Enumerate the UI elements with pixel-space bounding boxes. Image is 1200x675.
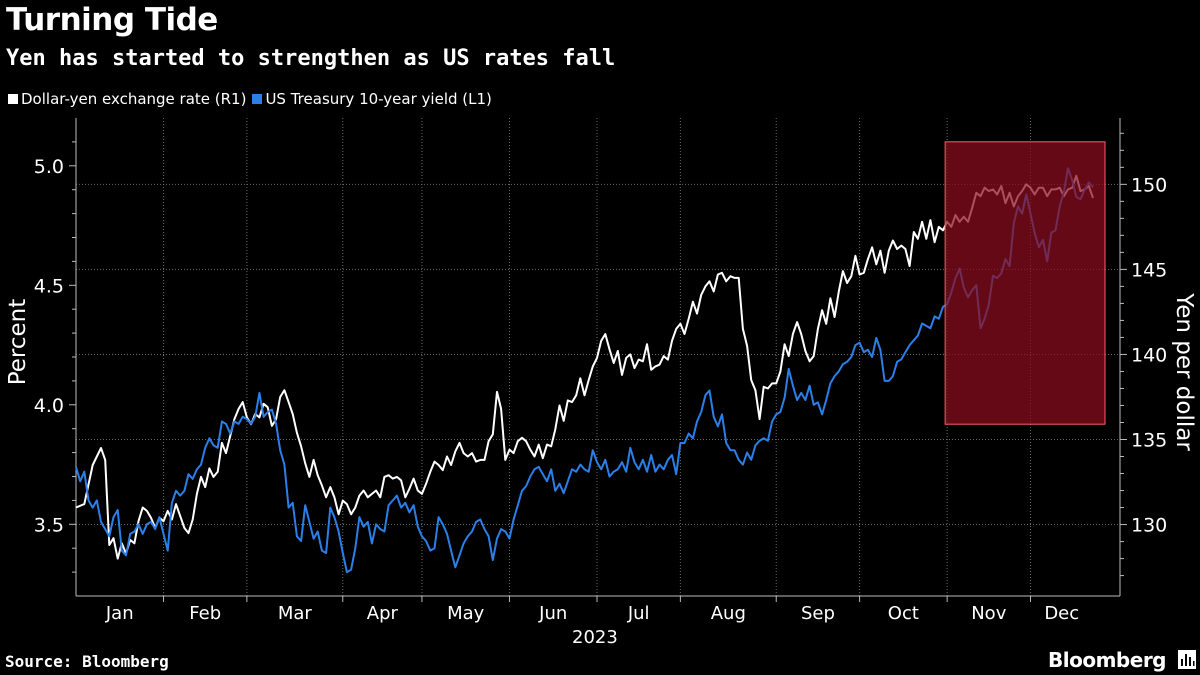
right-axis-tick-label: 140 (1131, 344, 1167, 366)
left-axis-tick-label: 3.5 (34, 514, 64, 536)
bloomberg-logo-icon (1178, 650, 1196, 669)
legend-swatch-yield (252, 94, 263, 104)
left-axis-tick-label: 4.0 (34, 395, 64, 417)
brand-wordmark: Bloomberg (1048, 648, 1166, 672)
page-subtitle: Yen has started to strengthen as US rate… (6, 46, 616, 71)
legend-item-yield: US Treasury 10-year yield (L1) (252, 90, 492, 108)
highlight-box (944, 141, 1106, 425)
left-axis-label: Percent (5, 299, 31, 386)
x-axis-month-label: Feb (189, 603, 221, 624)
x-axis-month-label: Sep (801, 603, 835, 624)
legend: Dollar-yen exchange rate (R1) US Treasur… (8, 90, 492, 108)
legend-item-yen: Dollar-yen exchange rate (R1) (8, 90, 246, 108)
legend-label-yield: US Treasury 10-year yield (L1) (265, 90, 492, 108)
series-line-usdjpy (75, 174, 1094, 560)
left-axis-tick-label: 5.0 (34, 156, 64, 178)
x-axis-month-label: Jul (627, 603, 650, 624)
x-axis-month-label: Dec (1044, 603, 1079, 624)
x-axis-month-label: May (447, 603, 485, 624)
legend-swatch-yen (8, 94, 18, 104)
page-title: Turning Tide (6, 2, 218, 38)
x-axis-month-label: Oct (888, 603, 919, 624)
right-axis-tick-label: 150 (1131, 174, 1167, 196)
x-axis-month-label: Mar (278, 603, 313, 624)
x-axis-month-label: Apr (367, 603, 399, 624)
right-axis-tick-label: 135 (1131, 430, 1167, 452)
source-note: Source: Bloomberg (5, 652, 169, 671)
right-axis-tick-label: 130 (1131, 515, 1167, 537)
right-axis-label: Yen per dollar (1171, 292, 1197, 451)
x-axis-month-label: Aug (711, 603, 746, 624)
legend-label-yen: Dollar-yen exchange rate (R1) (21, 90, 247, 108)
x-axis-year-label: 2023 (572, 627, 618, 648)
x-axis-month-label: Nov (971, 603, 1006, 624)
series-line-10y-yield (75, 167, 1094, 574)
right-axis-tick-label: 145 (1131, 259, 1167, 281)
x-axis-month-label: Jan (105, 603, 134, 624)
left-axis-tick-label: 4.5 (34, 275, 64, 297)
x-axis-month-label: Jun (538, 603, 567, 624)
